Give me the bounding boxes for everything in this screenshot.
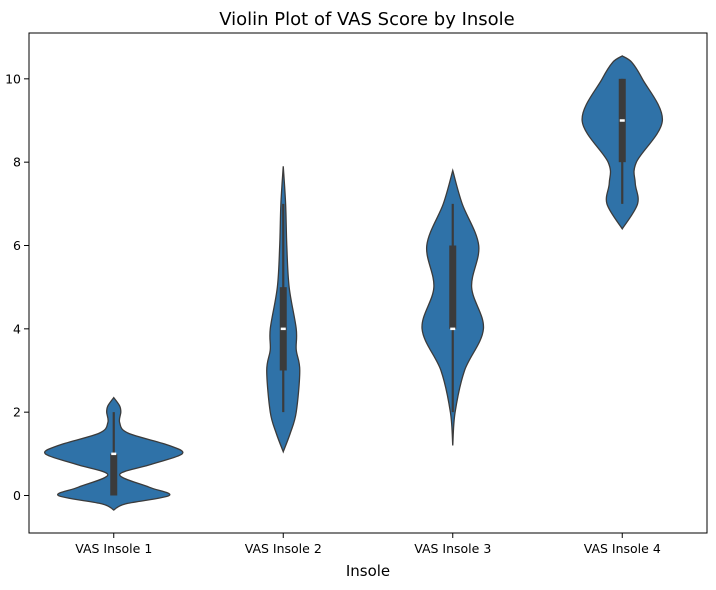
plot-area <box>43 55 664 511</box>
x-tick-label: VAS Insole 3 <box>414 541 491 556</box>
violin-iqr-box <box>110 453 118 496</box>
violin-group <box>43 396 184 511</box>
x-tick-label: VAS Insole 2 <box>245 541 322 556</box>
plot-frame <box>28 32 708 534</box>
violin-group <box>266 166 301 454</box>
y-tick-label: 8 <box>13 155 21 170</box>
x-axis-label: Insole <box>346 562 390 580</box>
violin-iqr-box <box>449 245 457 329</box>
y-tick-label: 0 <box>13 488 21 503</box>
violin-median-marker <box>619 119 625 122</box>
violin-median-marker <box>450 327 456 331</box>
x-tick-label: VAS Insole 1 <box>75 541 152 556</box>
violin-group <box>421 168 485 446</box>
y-tick-label: 6 <box>13 238 21 253</box>
y-axis: 0 2 4 6 8 10 <box>5 71 29 503</box>
x-tick-label: VAS Insole 4 <box>584 541 661 556</box>
x-axis: VAS Insole 1 VAS Insole 2 VAS Insole 3 VAS … <box>75 533 661 556</box>
violin-group <box>581 55 664 231</box>
y-tick-label: 4 <box>13 321 21 336</box>
y-tick-label: 2 <box>13 405 21 420</box>
y-tick-label: 10 <box>5 71 21 86</box>
chart-title: Violin Plot of VAS Score by Insole <box>219 9 515 30</box>
violin-median-marker <box>280 327 286 331</box>
violin-median-marker <box>111 452 117 456</box>
